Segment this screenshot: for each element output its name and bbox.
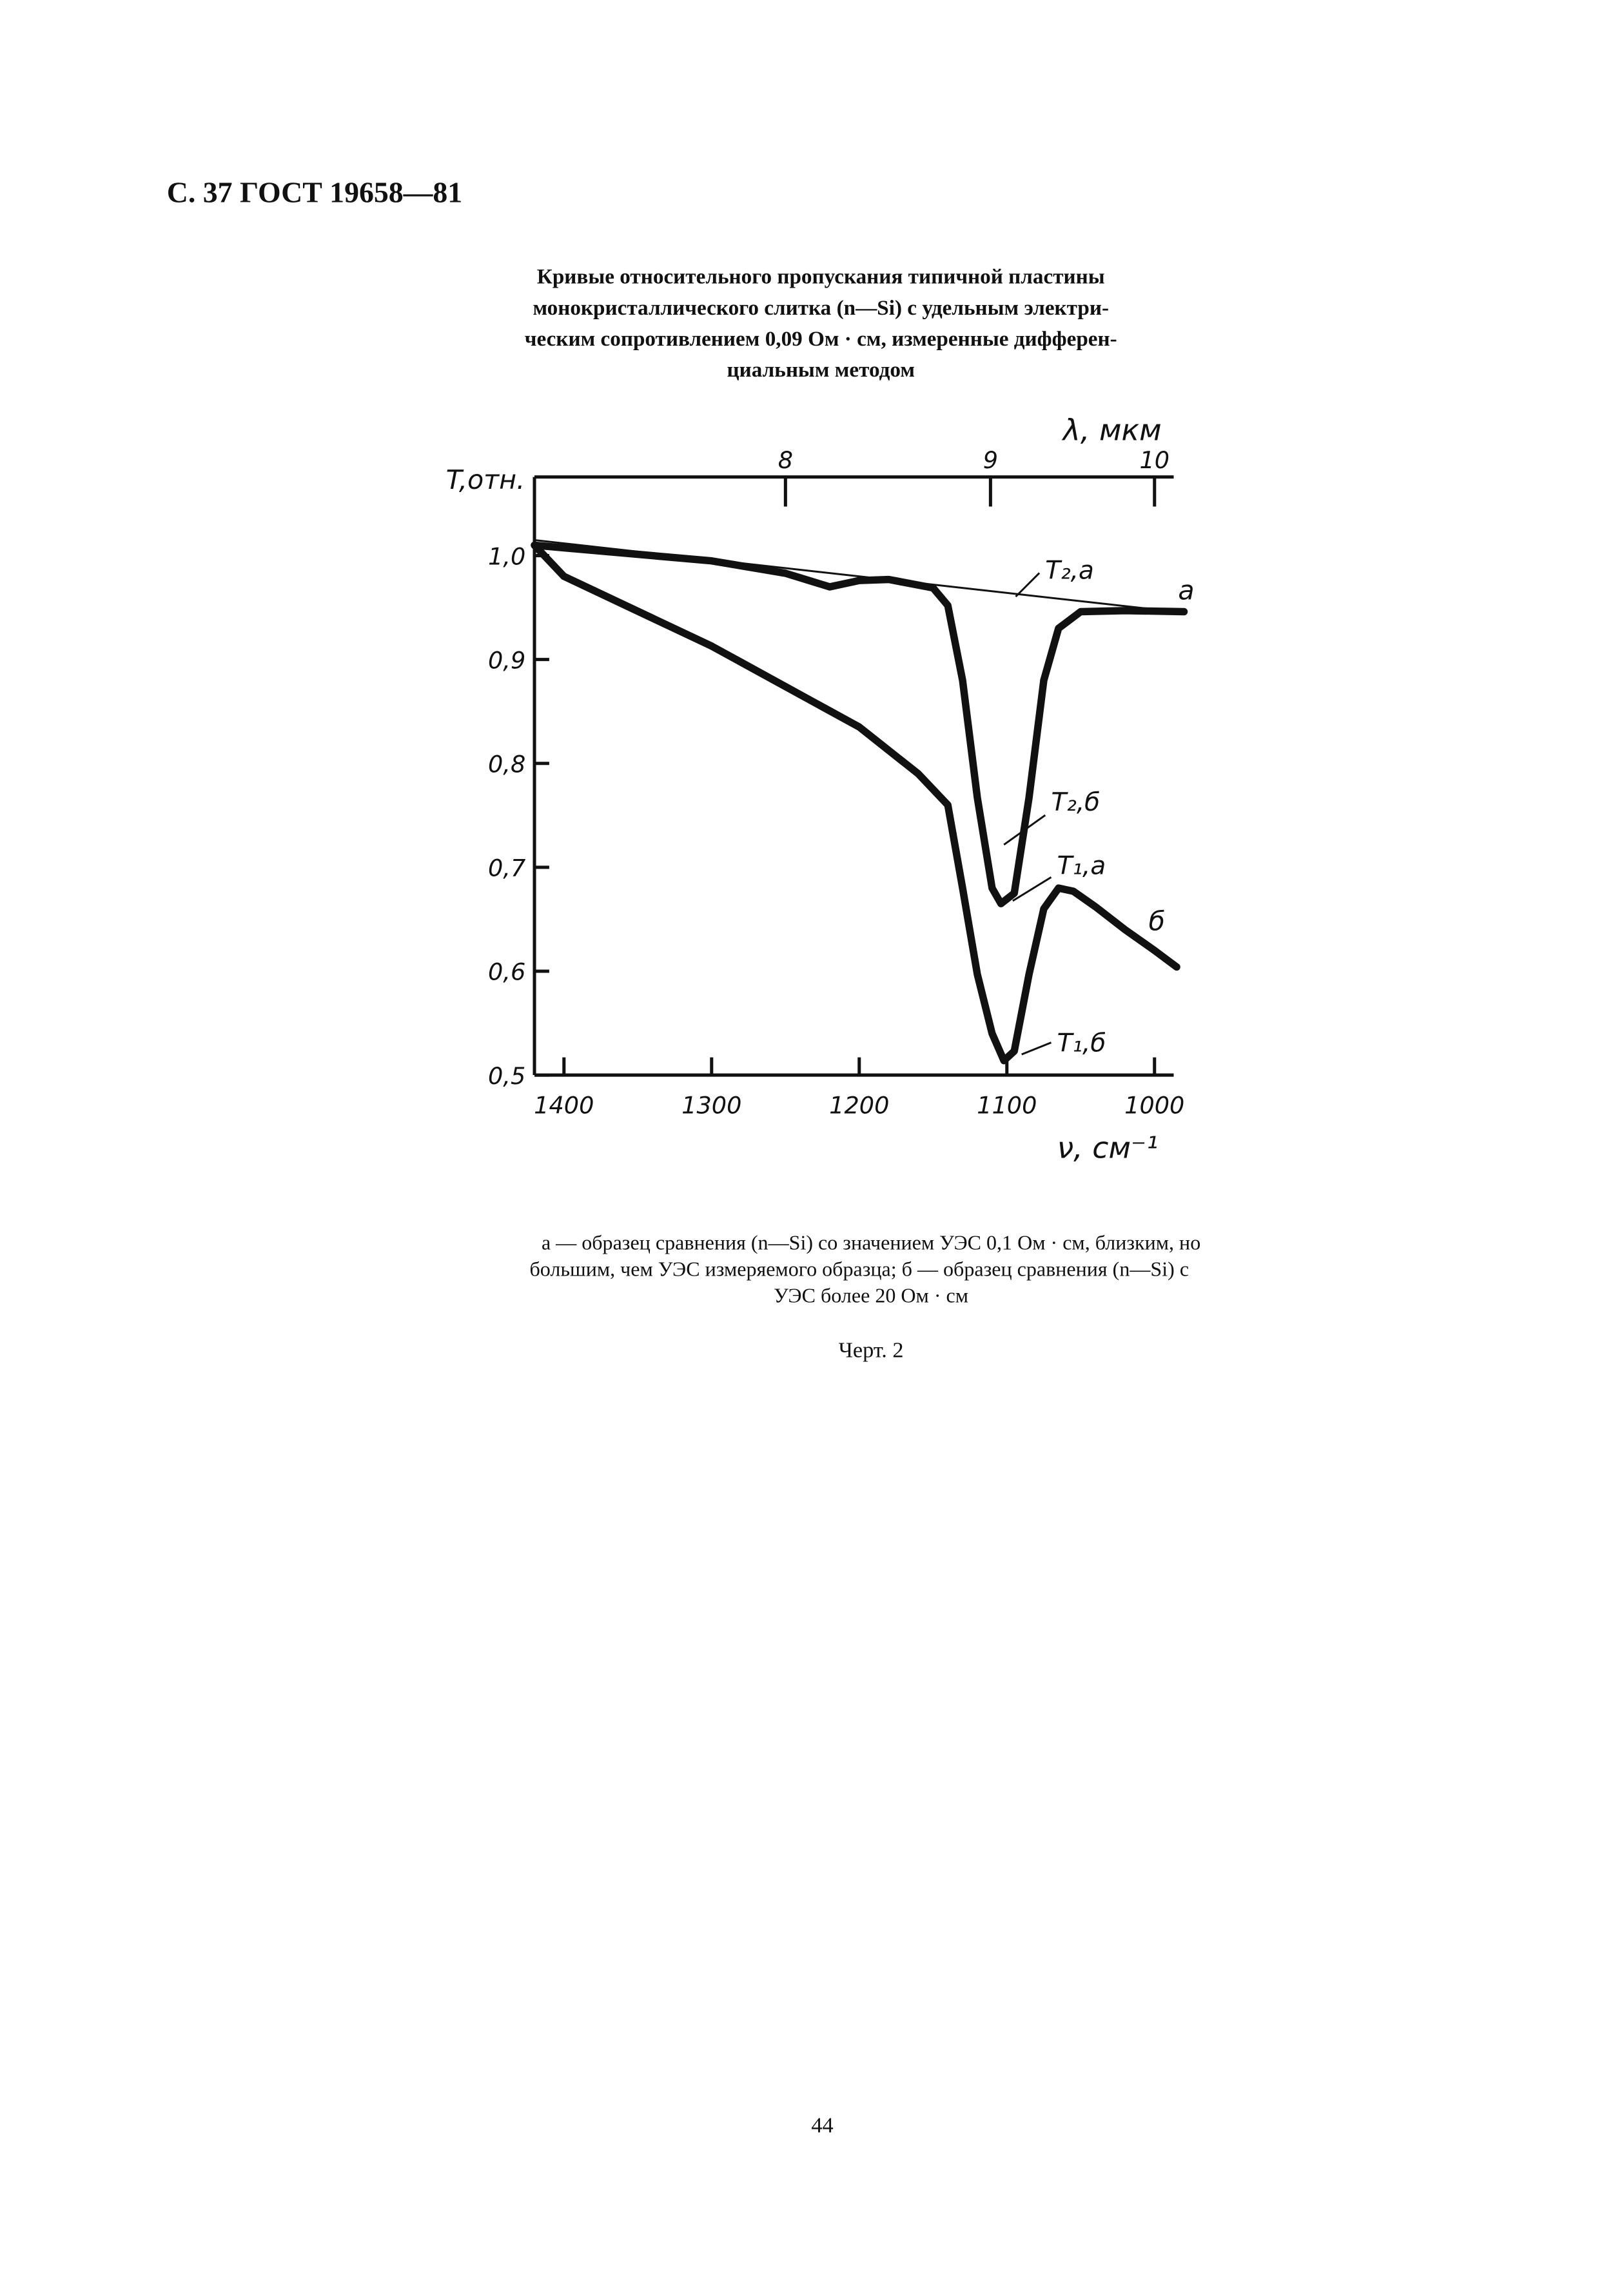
x-tick-label: 1000 <box>1124 1092 1184 1120</box>
y-tick-label: 1,0 <box>488 542 525 570</box>
note-line: большим, чем УЭС измеряемого образца; б … <box>530 1257 1189 1280</box>
y-tick-label: 0,5 <box>488 1062 525 1090</box>
x2-tick-label: 10 <box>1139 446 1169 474</box>
x-tick-label: 1200 <box>829 1092 889 1120</box>
x-tick-label: 1400 <box>534 1092 594 1120</box>
curve <box>531 541 1180 1065</box>
leader <box>1003 814 1046 846</box>
x2-axis-label: λ, мкм <box>1061 412 1162 447</box>
title-line: ческим сопротивлением 0,09 Ом · см, изме… <box>525 327 1117 351</box>
annotation: T₂,б <box>1051 788 1100 817</box>
curve <box>531 541 1188 907</box>
curve <box>533 538 1186 614</box>
title-line: монокристаллического слитка (n—Si) с уде… <box>533 296 1109 320</box>
curve-label: a <box>1178 575 1194 606</box>
note-line: УЭС более 20 Ом · см <box>774 1284 968 1307</box>
y-tick-label: 0,6 <box>488 958 525 986</box>
x-tick-label: 1100 <box>977 1092 1037 1120</box>
leader <box>1015 572 1041 598</box>
title-line: циальным методом <box>727 358 915 382</box>
chart: 0,5 0,6 0,7 0,8 0,9 1,0 1400 1300 1200 1100 1000 8 9… <box>446 412 1195 1165</box>
y-tick-label: 0,8 <box>488 751 525 778</box>
x-tick-label: 1300 <box>681 1092 741 1120</box>
curve-label: б <box>1149 906 1165 937</box>
title: Кривые относительного пропускания типичн… <box>525 265 1117 382</box>
annotation: T₂,a <box>1045 557 1094 586</box>
leader <box>1012 876 1052 902</box>
leader <box>1021 1042 1052 1056</box>
header: С. 37 ГОСТ 19658—81 <box>167 176 462 209</box>
y-tick-label: 0,9 <box>488 646 525 674</box>
x2-tick-label: 8 <box>778 446 793 474</box>
x2-tick-label: 9 <box>983 446 998 474</box>
x-axis-label: ν, см⁻¹ <box>1057 1130 1159 1165</box>
annotation: T₁,б <box>1057 1029 1106 1058</box>
title-line: Кривые относительного пропускания типичн… <box>537 265 1105 289</box>
y-tick-label: 0,7 <box>488 854 525 882</box>
note: а — образец сравнения (n—Si) со значение… <box>530 1230 1201 1307</box>
annotation: T₁,a <box>1057 852 1106 881</box>
figure-label: Черт. 2 <box>839 1338 904 1362</box>
note-line: а — образец сравнения (n—Si) со значение… <box>542 1230 1200 1254</box>
page-number: 44 <box>811 2113 833 2138</box>
y-axis-label: T,отн. <box>446 464 525 495</box>
